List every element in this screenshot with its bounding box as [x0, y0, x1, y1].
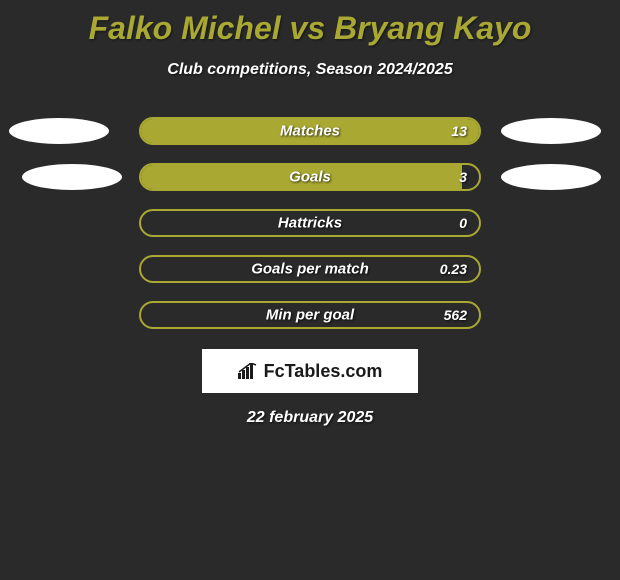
stat-value: 3	[459, 169, 467, 185]
stat-bar: Goals 3	[139, 163, 481, 191]
stat-bar: Min per goal 562	[139, 301, 481, 329]
stat-label: Hattricks	[278, 215, 342, 232]
right-indicator-matches	[501, 118, 601, 144]
stat-row-goals: Goals 3	[0, 163, 620, 191]
stat-label: Goals per match	[251, 261, 369, 278]
right-indicator-goals	[501, 164, 601, 190]
stat-value: 0	[459, 215, 467, 231]
fctables-logo-box: FcTables.com	[202, 349, 418, 393]
comparison-subtitle: Club competitions, Season 2024/2025	[0, 61, 620, 79]
stat-bar: Matches 13	[139, 117, 481, 145]
stat-row-matches: Matches 13	[0, 117, 620, 145]
stat-row-hattricks: Hattricks 0	[0, 209, 620, 237]
stat-row-min-per-goal: Min per goal 562	[0, 301, 620, 329]
stat-label: Goals	[289, 169, 331, 186]
left-indicator-matches	[9, 118, 109, 144]
logo-text-label: FcTables.com	[264, 361, 383, 382]
stat-value: 13	[451, 123, 467, 139]
date-text: 22 february 2025	[0, 409, 620, 427]
stat-value: 562	[444, 307, 467, 323]
comparison-title: Falko Michel vs Bryang Kayo	[0, 0, 620, 47]
stat-label: Matches	[280, 123, 340, 140]
stat-value: 0.23	[440, 261, 467, 277]
stats-container: Matches 13 Goals 3 Hattricks 0 Goals per…	[0, 117, 620, 329]
fctables-logo: FcTables.com	[238, 361, 383, 382]
chart-icon	[238, 363, 260, 379]
stat-row-goals-per-match: Goals per match 0.23	[0, 255, 620, 283]
stat-bar: Hattricks 0	[139, 209, 481, 237]
stat-label: Min per goal	[266, 307, 354, 324]
left-indicator-goals	[22, 164, 122, 190]
stat-bar: Goals per match 0.23	[139, 255, 481, 283]
